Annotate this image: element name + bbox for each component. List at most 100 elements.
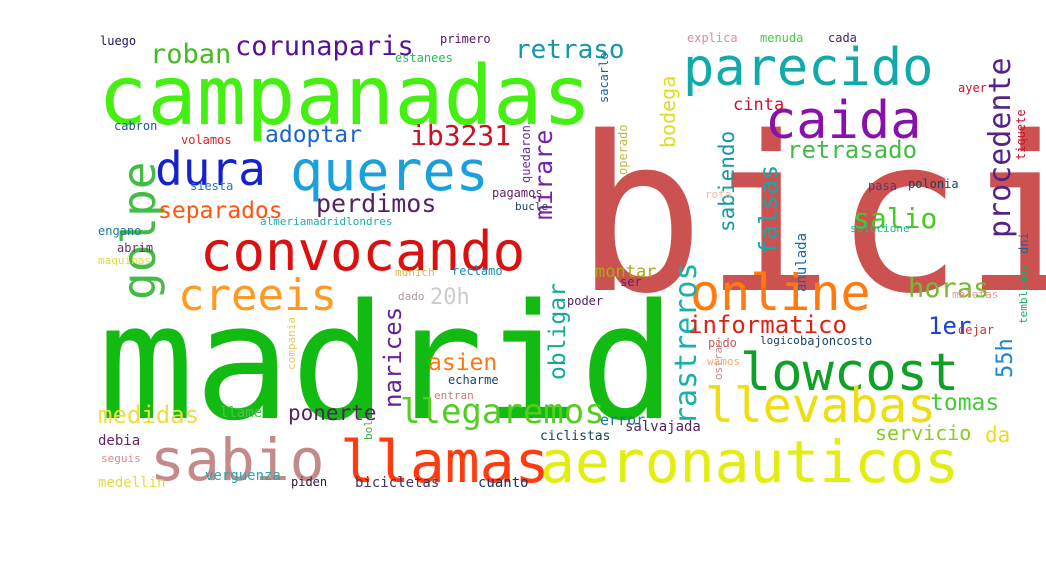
- word-dni: dni: [1017, 232, 1031, 254]
- word-bucle: bucle: [515, 200, 548, 213]
- word-medidas: medidas: [98, 401, 199, 429]
- word-salvajada: salvajada: [625, 419, 701, 435]
- word-convocando: convocando: [200, 220, 525, 283]
- word-quedaron: quedaron: [519, 125, 533, 183]
- word-dura: dura: [155, 142, 266, 196]
- word-ponerte: ponerte: [288, 401, 377, 425]
- word-sacarlo: sacarlo: [597, 52, 611, 103]
- word-cabron: cabron: [114, 119, 157, 133]
- word-debia: debia: [98, 433, 140, 449]
- word-cada: cada: [828, 31, 857, 45]
- word-almeriamadridlondres: almeriamadridlondres: [260, 215, 392, 228]
- word-madrid: madrid: [98, 269, 676, 456]
- word-estanees: estanees: [395, 51, 453, 65]
- word-ser: ser: [620, 275, 642, 289]
- word-bicicletas: bicicletas: [355, 475, 439, 491]
- word-engano: engano: [98, 224, 141, 238]
- word-primero: primero: [440, 32, 491, 46]
- word-llegaremos: llegaremos: [400, 392, 605, 432]
- word-wamos: wamos: [707, 355, 740, 368]
- word-cuanto: cuanto: [478, 475, 529, 491]
- word-creeis: creeis: [178, 270, 337, 321]
- word-ostras: ostras: [712, 340, 725, 380]
- word-maquinas: maquinas: [98, 254, 151, 267]
- word-medellin: medellin: [98, 475, 165, 491]
- word-siesta: siesta: [190, 179, 233, 193]
- word-verguenza: verguenza: [205, 468, 281, 484]
- word-pido: pido: [708, 336, 737, 350]
- word-55h: 55h: [993, 338, 1018, 378]
- word-error: error: [600, 411, 645, 429]
- word-procedente: procedente: [983, 57, 1018, 238]
- word-poder: poder: [567, 294, 603, 308]
- word-ayer: ayer: [958, 81, 987, 95]
- word-falsas: falsas: [754, 165, 783, 255]
- word-luego: luego: [100, 34, 136, 48]
- word-tiquete: tiquete: [1014, 109, 1028, 160]
- word-solucione: solucione: [850, 222, 910, 235]
- word-echarme: echarme: [448, 373, 499, 387]
- word-campanadas: campanadas: [98, 49, 592, 144]
- word-compania: compania: [285, 317, 298, 370]
- word-narices: narices: [379, 307, 407, 408]
- word-volamos: volamos: [181, 133, 232, 147]
- word-anulada: anulada: [794, 233, 810, 292]
- word-caida: caida: [765, 91, 922, 151]
- word-abrim: abrim: [117, 241, 153, 255]
- word-sabio: sabio: [150, 426, 325, 494]
- word-cinta: cinta: [733, 95, 784, 115]
- word-ib3231: ib3231: [410, 119, 511, 152]
- word-parecido: parecido: [683, 38, 933, 98]
- word-bol: bol: [362, 420, 375, 440]
- word-corunaparis: corunaparis: [235, 31, 414, 62]
- word-piden: piden: [291, 475, 327, 489]
- word-menuda: menuda: [760, 31, 803, 45]
- word-servicio: servicio: [875, 421, 971, 445]
- word-queres: queres: [290, 139, 489, 203]
- word-20h: 20h: [430, 285, 470, 310]
- word-adoptar: adoptar: [265, 122, 362, 148]
- word-montar: montar: [595, 262, 656, 282]
- word-retrasado: retrasado: [787, 136, 917, 164]
- word-rota: rota: [705, 188, 732, 201]
- word-ciclistas: ciclistas: [540, 429, 610, 444]
- word-golpe: golpe: [112, 162, 166, 300]
- word-maletas: maletas: [952, 288, 998, 301]
- word-aeronauticos: aeronauticos: [540, 428, 959, 496]
- word-salio: salio: [853, 202, 937, 235]
- word-temblamos: temblamos: [1017, 264, 1030, 324]
- word-entran: entran: [434, 389, 474, 402]
- word-operado: operado: [616, 124, 630, 175]
- word-1er: 1er: [928, 312, 971, 340]
- word-online: online: [690, 264, 871, 322]
- word-llevabas: llevabas: [705, 378, 936, 434]
- word-pasa: pasa: [868, 179, 897, 193]
- word-tomas: tomas: [930, 390, 999, 416]
- word-obligar: obligar: [545, 283, 571, 380]
- word-bajoncosto: bajoncosto: [800, 334, 872, 348]
- word-roban: roban: [150, 39, 231, 70]
- word-bodega: bodega: [656, 76, 680, 148]
- word-mirare: mirare: [529, 130, 558, 220]
- word-separados: separados: [158, 198, 283, 224]
- word-sabiendo: sabiendo: [715, 131, 739, 232]
- word-munich: munich: [395, 266, 435, 279]
- word-lowcost: lowcost: [740, 343, 959, 403]
- word-seguis: seguis: [101, 452, 141, 465]
- word-llame: llame: [220, 405, 262, 421]
- word-reclamo: reclamo: [452, 264, 503, 278]
- word-dado: dado: [398, 290, 425, 303]
- word-da: da: [985, 423, 1010, 447]
- word-pagamos: pagamos: [492, 186, 543, 200]
- word-llamas: llamas: [340, 428, 550, 496]
- word-bici: bici: [575, 90, 1046, 341]
- word-perdimos: perdimos: [316, 189, 436, 218]
- word-informatico: informatico: [688, 311, 847, 339]
- word-asien: asien: [428, 350, 497, 376]
- word-rastreros: rastreros: [669, 262, 704, 425]
- word-polonia: polonia: [908, 177, 959, 191]
- word-retraso: retraso: [515, 35, 625, 65]
- word-explica: explica: [687, 31, 738, 45]
